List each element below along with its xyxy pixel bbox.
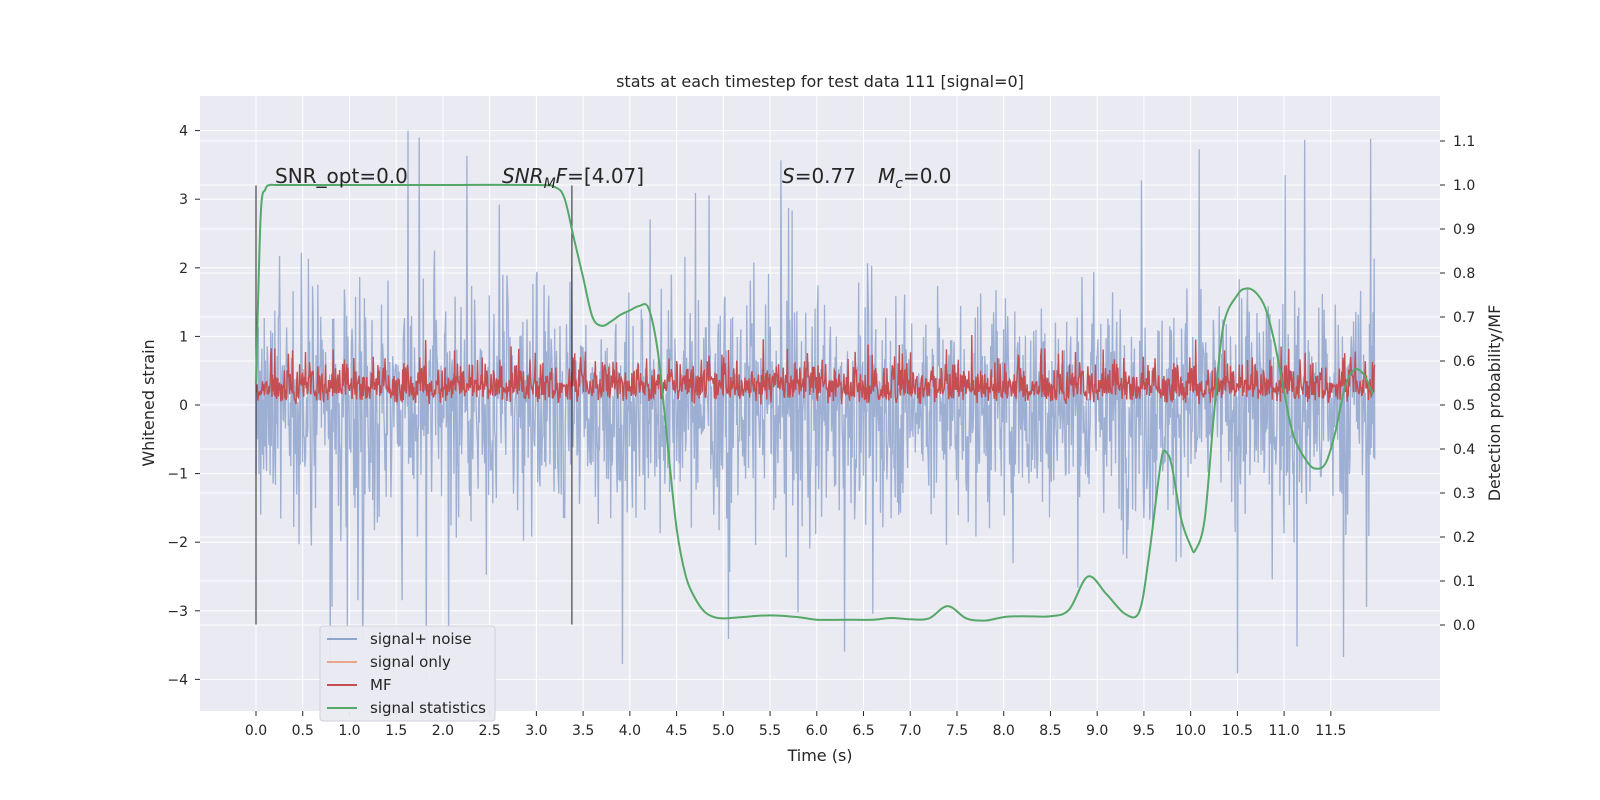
signal-statistics-line xyxy=(255,183,1374,622)
x-tick-label: 10.5 xyxy=(1222,723,1253,739)
legend-box xyxy=(319,625,496,722)
x-tick-label: 4.0 xyxy=(619,723,641,739)
legend-label-signal-noise: signal+ noise xyxy=(370,630,472,648)
mc-value: =0.0 xyxy=(903,164,952,188)
y-left-tick-label: 4 xyxy=(179,124,188,140)
y-right-tick-label: 0.8 xyxy=(1453,266,1475,282)
y-right-tick-label: 0.1 xyxy=(1453,574,1475,590)
y-right-tick-label: 0.2 xyxy=(1453,530,1475,546)
x-tick-label: 5.0 xyxy=(712,723,734,739)
y-right-tick-label: 0.4 xyxy=(1453,442,1475,458)
x-tick-label: 6.0 xyxy=(806,723,828,739)
x-tick-label: 1.5 xyxy=(385,723,407,739)
chart-title: stats at each timestep for test data 111… xyxy=(616,72,1024,91)
x-tick-label: 6.5 xyxy=(852,723,874,739)
x-tick-label: 11.5 xyxy=(1315,723,1346,739)
y-right-tick-label: 0.9 xyxy=(1453,222,1475,238)
legend-label-mf: MF xyxy=(370,676,392,694)
y-axis-label-right: Detection probability/MF xyxy=(1485,305,1504,502)
y-axis-label-left: Whitened strain xyxy=(139,339,158,466)
mc-symbol: M xyxy=(878,164,895,188)
annotation-s: S=0.77 xyxy=(782,164,856,188)
x-tick-label: 2.5 xyxy=(479,723,501,739)
annotation-mc: Mc=0.0 xyxy=(878,164,952,192)
legend-label-signal-only: signal only xyxy=(370,653,451,671)
x-tick-label: 4.5 xyxy=(665,723,687,739)
x-tick-label: 0.5 xyxy=(292,723,314,739)
x-tick-label: 11.0 xyxy=(1269,723,1300,739)
snr-mf-value: =[4.07] xyxy=(567,164,644,188)
signal-statistics-series xyxy=(255,183,1374,622)
x-tick-label: 10.0 xyxy=(1175,723,1206,739)
s-symbol: S xyxy=(782,164,795,188)
x-axis-label: Time (s) xyxy=(786,746,852,765)
y-right-tick-label: 0.0 xyxy=(1453,618,1475,634)
y-left-tick-label: 3 xyxy=(179,192,188,208)
snr-mf-subscript: M xyxy=(544,176,556,192)
x-tick-label: 3.5 xyxy=(572,723,594,739)
x-tick-label: 8.0 xyxy=(993,723,1015,739)
y-right-tick-label: 0.7 xyxy=(1453,310,1475,326)
legend-label-signal-statistics: signal statistics xyxy=(370,699,486,717)
y-right-tick-label: 1.1 xyxy=(1453,134,1475,150)
x-tick-label: 7.5 xyxy=(946,723,968,739)
x-tick-label: 9.5 xyxy=(1133,723,1155,739)
snr-mf-suffix: F xyxy=(556,164,568,188)
legend: signal+ noise signal only MF signal stat… xyxy=(319,625,496,722)
signal-noise-series xyxy=(255,130,1376,679)
y-right-tick-label: 0.6 xyxy=(1453,354,1475,370)
x-tick-label: 3.0 xyxy=(525,723,547,739)
x-tick-label: 1.0 xyxy=(338,723,360,739)
y-left-tick-label: −2 xyxy=(167,535,188,551)
y-left-tick-label: −4 xyxy=(167,672,188,688)
x-tick-label: 2.0 xyxy=(432,723,454,739)
y-left-tick-label: −3 xyxy=(167,604,188,620)
y-right-tick-label: 0.5 xyxy=(1453,398,1475,414)
x-tick-label: 7.0 xyxy=(899,723,921,739)
x-tick-label: 0.0 xyxy=(245,723,267,739)
annotation-snr-opt: SNR_opt=0.0 xyxy=(275,164,408,188)
y-left-tick-label: −1 xyxy=(167,467,188,483)
x-tick-label: 5.5 xyxy=(759,723,781,739)
y-right-tick-label: 0.3 xyxy=(1453,486,1475,502)
x-tick-label: 9.0 xyxy=(1086,723,1108,739)
x-tick-label: 8.5 xyxy=(1039,723,1061,739)
axis-ticks: 0.0 0.5 1.0 1.5 2.0 2.5 3.0 3.5 4.0 4.5 5.0 5.5 6.0 6… xyxy=(167,124,1475,739)
y-left-tick-label: 0 xyxy=(179,398,188,414)
y-left-tick-label: 2 xyxy=(179,261,188,277)
s-value: =0.77 xyxy=(795,164,856,188)
signal-noise-line xyxy=(255,130,1376,679)
y-left-tick-label: 1 xyxy=(179,329,188,345)
vertical-markers xyxy=(255,185,573,625)
mc-subscript: c xyxy=(895,176,903,192)
snr-mf-symbol: SNR xyxy=(502,164,544,188)
mf-series xyxy=(255,335,1376,405)
y-right-tick-label: 1.0 xyxy=(1453,178,1475,194)
annotation-snr-mf: SNRMF=[4.07] xyxy=(502,164,644,192)
mf-line xyxy=(255,335,1376,405)
